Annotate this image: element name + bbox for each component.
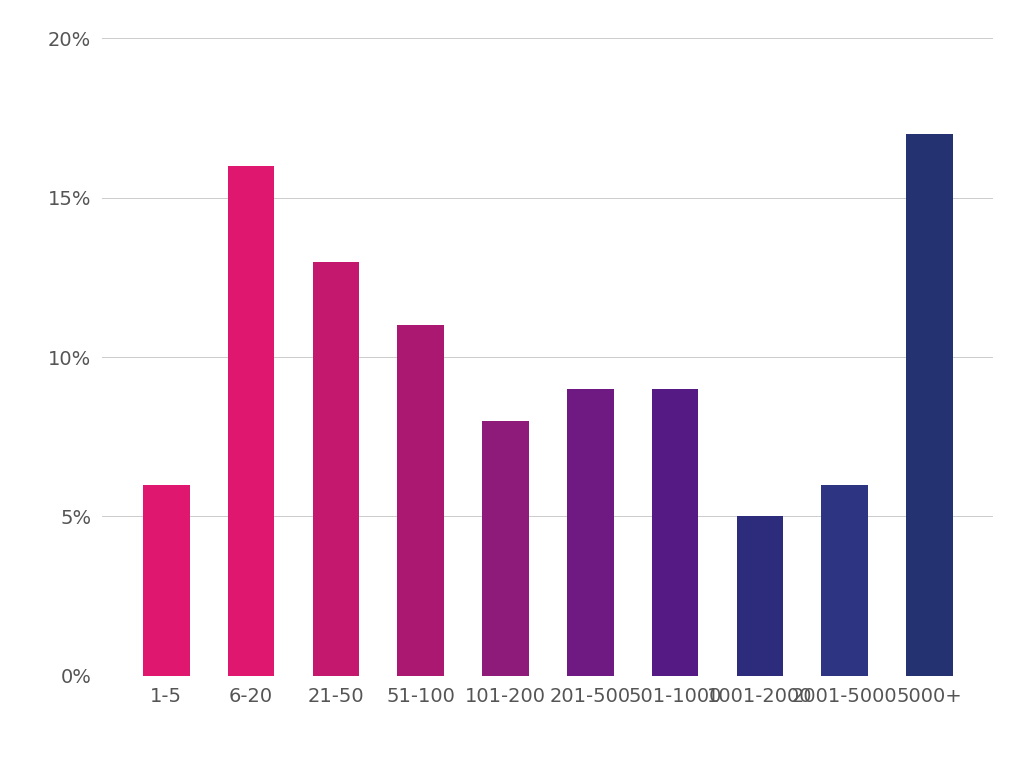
- Bar: [143, 485, 189, 676]
- Bar: [821, 485, 868, 676]
- Bar: [567, 389, 613, 676]
- Bar: [312, 261, 359, 676]
- Bar: [227, 166, 274, 676]
- Bar: [397, 326, 444, 676]
- Bar: [651, 389, 698, 676]
- Bar: [906, 134, 952, 676]
- Bar: [482, 421, 528, 676]
- Bar: [736, 516, 783, 676]
